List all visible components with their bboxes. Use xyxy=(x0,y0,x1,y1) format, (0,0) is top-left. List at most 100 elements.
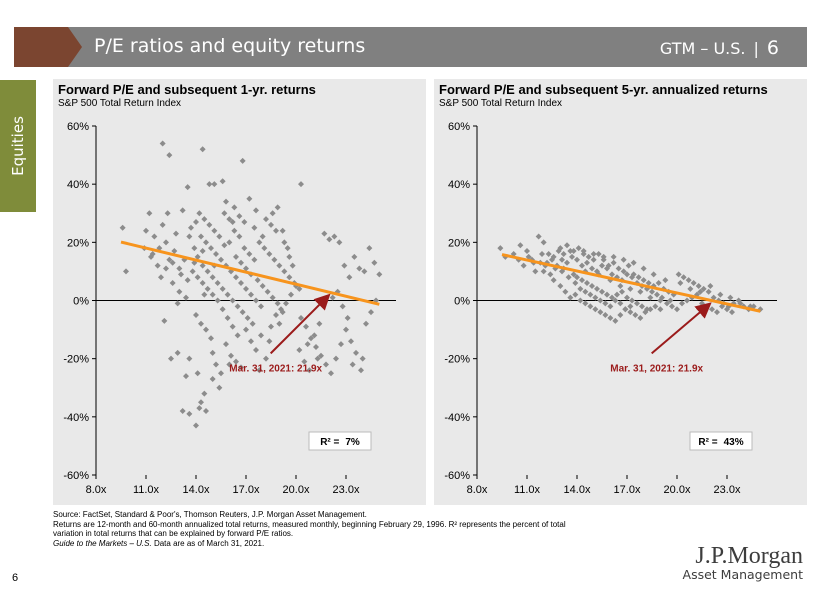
data-point xyxy=(524,248,530,255)
data-point xyxy=(565,274,572,281)
data-point xyxy=(589,282,595,289)
r-squared-label: R² = 7% xyxy=(320,437,360,448)
data-point xyxy=(652,303,659,310)
data-point xyxy=(314,355,321,362)
x-tick-label: 23.0x xyxy=(333,484,360,496)
data-point xyxy=(359,355,366,362)
data-point xyxy=(231,204,238,211)
data-point xyxy=(589,265,595,272)
data-point xyxy=(273,312,279,319)
trend-line xyxy=(120,240,380,306)
data-point xyxy=(318,352,324,359)
data-point xyxy=(614,291,620,298)
data-point xyxy=(231,227,238,234)
data-point xyxy=(333,355,339,362)
r-squared-value: 7% xyxy=(345,437,360,448)
chart-subtitle: S&P 500 Total Return Index xyxy=(439,98,563,109)
data-point xyxy=(604,291,610,298)
data-point xyxy=(276,320,283,327)
data-point xyxy=(645,280,652,287)
data-point xyxy=(216,384,223,391)
data-point xyxy=(233,274,239,281)
data-point xyxy=(555,248,562,255)
data-point xyxy=(248,291,254,298)
data-point xyxy=(582,288,589,295)
data-point xyxy=(687,285,694,292)
footer-note: variation in total returns that can be e… xyxy=(53,529,294,538)
data-point xyxy=(219,285,226,292)
data-point xyxy=(697,288,704,295)
r-squared-value: 43% xyxy=(724,437,744,448)
annotation-arrow xyxy=(269,293,331,355)
data-point xyxy=(169,259,176,266)
data-point xyxy=(567,294,574,301)
y-tick-label: -40% xyxy=(444,412,470,424)
data-point xyxy=(288,291,294,298)
data-point xyxy=(226,239,233,246)
data-point xyxy=(296,346,303,353)
data-point xyxy=(284,245,291,252)
data-point xyxy=(535,233,542,240)
data-point xyxy=(669,303,675,310)
data-point xyxy=(213,361,219,368)
data-point xyxy=(158,274,164,281)
data-point xyxy=(193,422,199,429)
data-point xyxy=(520,262,527,269)
data-point xyxy=(253,297,259,304)
data-point xyxy=(261,245,268,252)
data-point xyxy=(590,256,597,263)
data-point xyxy=(574,274,580,281)
header-chevron xyxy=(68,27,82,67)
data-point xyxy=(647,306,654,313)
data-point xyxy=(274,300,281,307)
data-point xyxy=(306,367,313,374)
data-point xyxy=(592,306,599,313)
data-point xyxy=(637,314,644,321)
data-point xyxy=(709,306,715,313)
jpmorgan-logo: J.P.Morgan Asset Management xyxy=(683,543,803,582)
data-point xyxy=(269,210,276,217)
data-point xyxy=(263,216,269,223)
data-point xyxy=(321,230,328,237)
data-point xyxy=(343,326,349,333)
data-point xyxy=(203,326,209,333)
data-point xyxy=(699,300,705,307)
data-point xyxy=(199,248,206,255)
data-point xyxy=(532,268,539,275)
data-point xyxy=(597,309,604,316)
data-point xyxy=(625,262,632,269)
data-point xyxy=(659,294,665,301)
data-point xyxy=(161,317,168,324)
data-point xyxy=(640,265,647,272)
data-point xyxy=(146,210,153,217)
data-point xyxy=(188,224,194,231)
data-point xyxy=(234,332,241,339)
y-tick-label: 60% xyxy=(448,121,470,133)
data-point xyxy=(198,320,204,327)
data-point xyxy=(585,253,592,260)
data-point xyxy=(209,376,216,383)
y-tick-label: 0% xyxy=(454,296,470,308)
data-point xyxy=(168,355,174,362)
data-point xyxy=(238,280,244,287)
data-point xyxy=(629,297,635,304)
data-point xyxy=(351,253,358,260)
x-tick-label: 8.0x xyxy=(86,484,107,496)
r-squared-label: R² = 43% xyxy=(698,437,743,448)
data-point xyxy=(366,245,373,252)
data-point xyxy=(592,294,599,301)
data-point xyxy=(637,288,644,295)
data-point xyxy=(179,408,186,415)
data-point xyxy=(344,314,351,321)
data-point xyxy=(176,288,183,295)
data-point xyxy=(627,309,634,316)
page-title: P/E ratios and equity returns xyxy=(94,35,366,57)
data-point xyxy=(293,282,299,289)
data-point xyxy=(179,207,186,214)
data-point xyxy=(251,224,258,231)
data-point xyxy=(253,207,259,214)
data-point xyxy=(159,221,166,228)
data-point xyxy=(241,245,248,252)
data-point xyxy=(664,300,670,307)
data-point xyxy=(268,323,274,330)
